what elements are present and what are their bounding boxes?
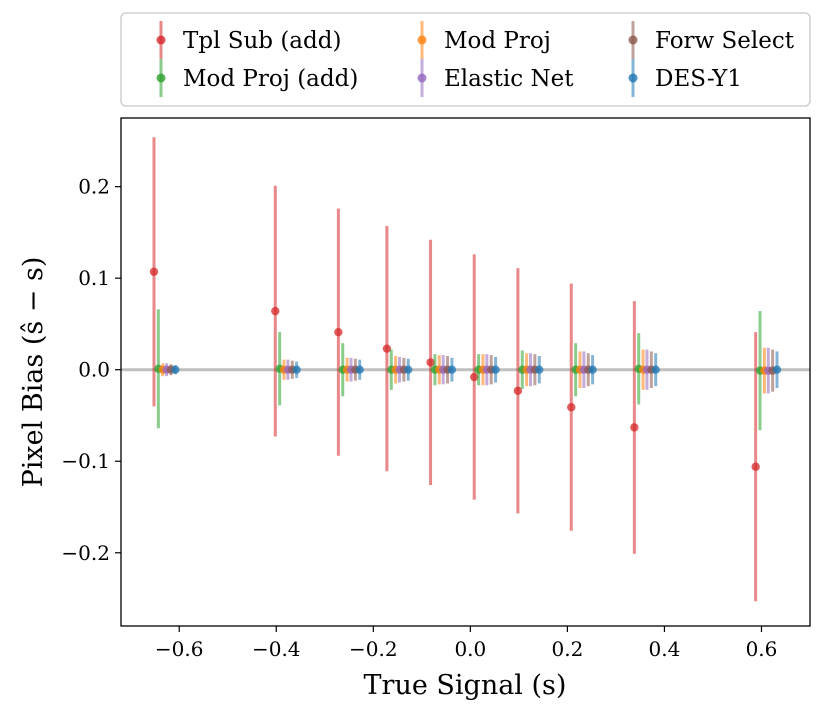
y-axis-label: Pixel Bias (ŝ − s)	[18, 257, 49, 488]
data-point	[567, 403, 576, 412]
x-tick-label: 0.6	[746, 637, 778, 661]
legend: Tpl Sub (add) Mod Proj Forw Select Mod Proj…	[120, 12, 811, 107]
legend-label: DES-Y1	[655, 66, 742, 92]
x-tick-label: −0.6	[155, 637, 204, 661]
legend-item: Forw Select	[628, 21, 795, 59]
data-point	[535, 365, 544, 374]
data-point	[630, 423, 639, 432]
series-des-y1	[171, 351, 782, 389]
plot-frame	[120, 117, 811, 627]
data-point	[588, 365, 597, 374]
data-point	[149, 267, 159, 276]
data-point	[470, 372, 479, 382]
legend-swatch-marker	[628, 73, 638, 83]
data-point	[271, 306, 280, 316]
series-tpl-sub-add	[149, 137, 760, 602]
x-tick-label: 0.0	[454, 637, 486, 661]
x-tick-label: 0.4	[649, 637, 681, 661]
y-tick-label: 0.1	[78, 266, 110, 290]
legend-label: Forw Select	[655, 28, 795, 54]
data-point	[447, 365, 457, 374]
legend-label: Elastic Net	[444, 66, 574, 92]
data-point	[171, 365, 180, 374]
y-tick-label: −0.2	[61, 541, 110, 565]
y-tick-label: −0.1	[61, 449, 110, 473]
plot-background	[121, 118, 810, 626]
legend-swatch-marker	[156, 73, 166, 83]
legend-swatch-marker	[628, 35, 638, 45]
x-axis-label: True Signal (s)	[364, 670, 567, 701]
data-point	[382, 344, 392, 353]
data-point	[426, 358, 435, 367]
legend-label: Tpl Sub (add)	[183, 28, 341, 54]
legend-swatch-marker	[156, 35, 166, 45]
legend-item: Mod Proj (add)	[156, 59, 358, 97]
x-tick-label: 0.2	[551, 637, 583, 661]
data-point	[491, 365, 500, 374]
data-point	[651, 365, 660, 374]
data-point	[772, 365, 782, 374]
x-tick-label: −0.2	[349, 637, 398, 661]
plot-area	[120, 117, 811, 627]
errorbar-marks	[149, 137, 782, 602]
x-axis-ticks: −0.6 −0.4 −0.2 0.0 0.2 0.4 0.6	[155, 626, 777, 661]
data-point	[751, 462, 760, 471]
x-tick-label: −0.4	[252, 637, 301, 661]
legend-swatch-marker	[417, 35, 427, 45]
data-point	[355, 365, 364, 374]
legend-item: DES-Y1	[628, 59, 742, 97]
legend-frame	[120, 12, 811, 107]
legend-item: Tpl Sub (add)	[156, 21, 341, 59]
y-tick-label: 0.0	[78, 358, 110, 382]
legend-label: Mod Proj (add)	[183, 66, 358, 92]
legend-item: Elastic Net	[417, 59, 574, 97]
y-tick-label: 0.2	[78, 175, 110, 199]
legend-item: Mod Proj	[417, 21, 551, 59]
y-axis-ticks: −0.2 −0.1 0.0 0.1 0.2	[61, 175, 121, 565]
data-point	[513, 386, 523, 395]
data-point	[334, 327, 343, 337]
legend-swatch-marker	[417, 73, 427, 83]
legend-label: Mod Proj	[444, 28, 551, 54]
data-point	[292, 365, 301, 374]
data-point	[404, 365, 413, 374]
legend-entries: Tpl Sub (add) Mod Proj Forw Select Mod Proj…	[156, 21, 795, 97]
